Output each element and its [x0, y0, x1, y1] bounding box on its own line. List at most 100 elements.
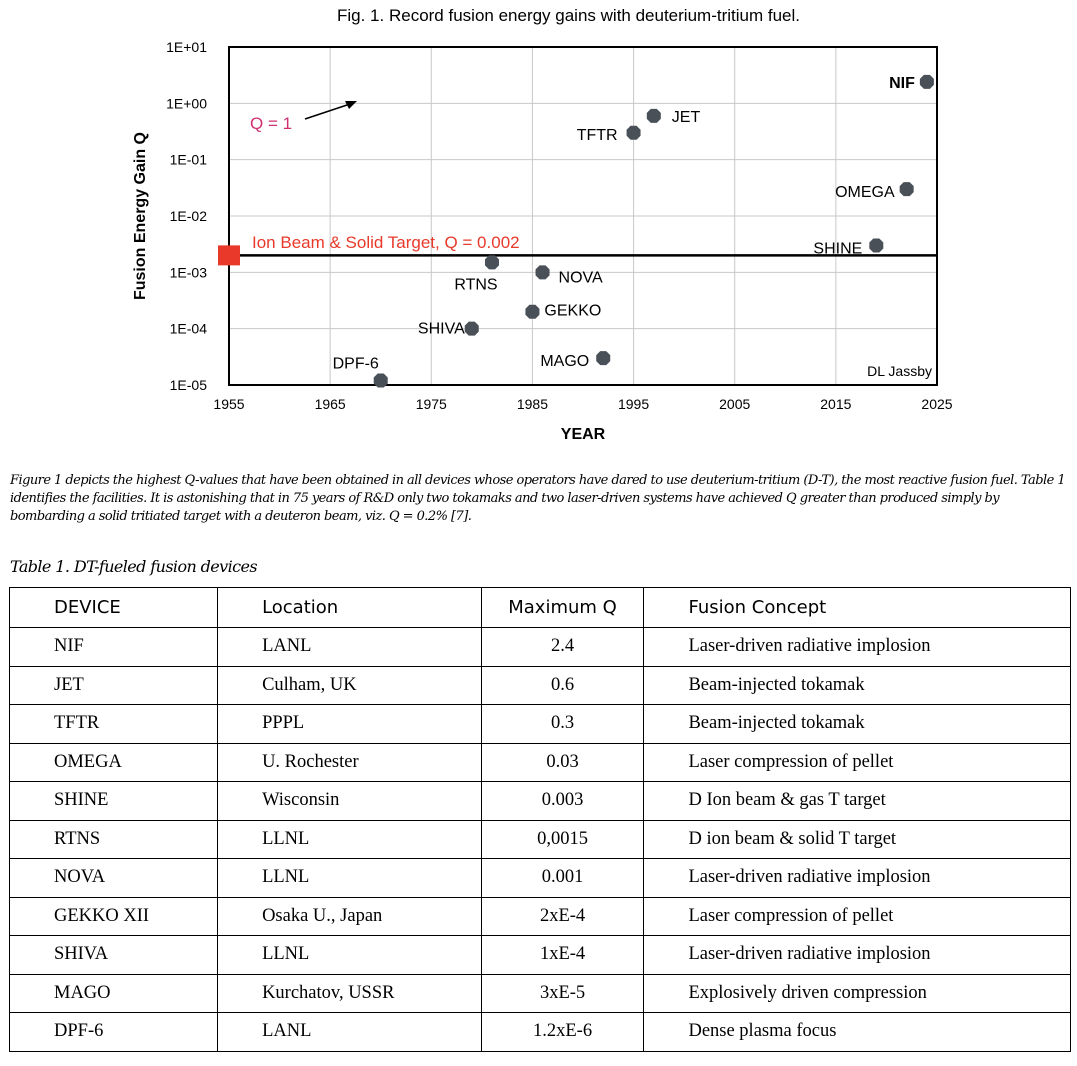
- table-row: MAGO Kurchatov, USSR 3xE-5 Explosively driv…: [8, 973, 1071, 1013]
- table-cell: Culham, UK: [217, 665, 482, 705]
- table-cell: 2.4: [480, 627, 645, 667]
- table-row: JET Culham, UK 0.6 Beam-injected tokamak: [8, 665, 1071, 705]
- data-point-tftr: [626, 125, 641, 140]
- table-cell: D ion beam & solid T target: [643, 819, 1071, 859]
- x-tick-label: 2025: [921, 396, 952, 412]
- data-point-nova: [535, 265, 550, 280]
- table-cell: D Ion beam & gas T target: [643, 781, 1071, 821]
- point-label: SHIVA: [418, 321, 465, 338]
- table-cell: RTNS: [8, 819, 219, 859]
- table-cell: GEKKO XII: [8, 896, 219, 936]
- x-tick-label: 1955: [213, 396, 244, 412]
- table-row: TFTR PPPL 0.3 Beam-injected tokamak: [8, 704, 1071, 744]
- column-header: Location: [217, 587, 482, 628]
- point-label: JET: [672, 109, 701, 126]
- table-row: SHINE Wisconsin 0.003 D Ion beam & gas T ta…: [8, 781, 1071, 821]
- point-label: RTNS: [454, 276, 497, 293]
- table-cell: SHIVA: [8, 935, 219, 975]
- data-point-shine: [869, 238, 884, 253]
- column-header: Maximum Q: [480, 587, 645, 628]
- data-point-jet: [646, 108, 661, 123]
- y-axis-label: Fusion Energy Gain Q: [132, 132, 149, 300]
- table-cell: Laser compression of pellet: [643, 896, 1071, 936]
- table-cell: Beam-injected tokamak: [643, 704, 1071, 744]
- data-point-mago: [596, 351, 611, 366]
- point-label: SHINE: [813, 240, 862, 257]
- data-point-shiva: [464, 321, 479, 336]
- point-label: TFTR: [577, 127, 618, 144]
- table-cell: LLNL: [217, 858, 482, 898]
- table-cell: 0.6: [480, 665, 645, 705]
- table-cell: PPPL: [217, 704, 482, 744]
- table-cell: DPF-6: [8, 1012, 219, 1052]
- table-row: GEKKO XII Osaka U., Japan 2xE-4 Laser compr…: [8, 896, 1071, 936]
- table-title: Table 1. DT-fueled fusion devices: [10, 557, 258, 576]
- table-cell: 2xE-4: [480, 896, 645, 936]
- table-row: NIF LANL 2.4 Laser-driven radiative implosi…: [8, 627, 1071, 667]
- figure-caption: Figure 1 depicts the highest Q-values th…: [10, 473, 1066, 524]
- table-cell: Laser-driven radiative implosion: [643, 935, 1071, 975]
- table-cell: 1xE-4: [480, 935, 645, 975]
- y-tick-label: 1E-03: [170, 264, 208, 280]
- table-cell: 0.3: [480, 704, 645, 744]
- point-label: DPF-6: [333, 356, 379, 373]
- table-cell: SHINE: [8, 781, 219, 821]
- q1-arrow: [304, 103, 351, 120]
- plot-frame: [228, 46, 938, 386]
- table-row: RTNS LLNL 0,0015 D ion beam & solid T targe…: [8, 819, 1071, 859]
- y-tick-label: 1E-05: [170, 377, 208, 393]
- table-cell: 1.2xE-6: [480, 1012, 645, 1052]
- x-tick-label: 1985: [517, 396, 548, 412]
- point-label: NOVA: [559, 269, 603, 286]
- point-label: MAGO: [540, 353, 589, 370]
- table-cell: Beam-injected tokamak: [643, 665, 1071, 705]
- table-cell: 3xE-5: [480, 973, 645, 1013]
- point-label: OMEGA: [835, 184, 895, 201]
- table-cell: Wisconsin: [217, 781, 482, 821]
- table-cell: 0.001: [480, 858, 645, 898]
- table-cell: U. Rochester: [217, 742, 482, 782]
- table-cell: LANL: [217, 1012, 482, 1052]
- data-point-gekko: [525, 304, 540, 319]
- table-cell: Laser-driven radiative implosion: [643, 858, 1071, 898]
- column-header: Fusion Concept: [643, 587, 1071, 628]
- y-tick-label: 1E+01: [166, 39, 207, 55]
- data-point-dpf-6: [373, 373, 388, 388]
- table-header-row: DEVICE Location Maximum Q Fusion Concept: [8, 587, 1071, 628]
- data-point-nif: [919, 74, 934, 89]
- point-label: NIF: [889, 75, 915, 92]
- q1-arrowhead: [345, 101, 357, 109]
- chart-credit: DL Jassby: [867, 363, 932, 379]
- data-point-rtns: [484, 255, 499, 270]
- table-cell: 0.03: [480, 742, 645, 782]
- table-cell: Laser compression of pellet: [643, 742, 1071, 782]
- y-tick-label: 1E-01: [170, 152, 208, 168]
- reference-line-label: Ion Beam & Solid Target, Q = 0.002: [252, 233, 520, 252]
- x-tick-label: 2015: [820, 396, 851, 412]
- x-tick-label: 1995: [618, 396, 649, 412]
- table-row: NOVA LLNL 0.001 Laser-driven radiative impl…: [8, 858, 1071, 898]
- point-label: GEKKO: [544, 303, 601, 320]
- table-cell: LLNL: [217, 935, 482, 975]
- x-tick-label: 1975: [416, 396, 447, 412]
- column-header: DEVICE: [8, 587, 219, 628]
- table-row: SHIVA LLNL 1xE-4 Laser-driven radiative imp…: [8, 935, 1071, 975]
- table-cell: Dense plasma focus: [643, 1012, 1071, 1052]
- fusion-gain-chart: 1955 1965 1975 1985 1995 2005 2015 2025 1E+01 1E+…: [132, 39, 953, 443]
- table-cell: LLNL: [217, 819, 482, 859]
- table-cell: LANL: [217, 627, 482, 667]
- q1-annotation: Q = 1: [250, 114, 292, 133]
- table-cell: 0,0015: [480, 819, 645, 859]
- table-cell: NOVA: [8, 858, 219, 898]
- x-tick-label: 2005: [719, 396, 750, 412]
- y-tick-label: 1E+00: [166, 95, 207, 111]
- table-cell: OMEGA: [8, 742, 219, 782]
- data-point-omega: [899, 182, 914, 197]
- x-tick-label: 1965: [315, 396, 346, 412]
- table-cell: Explosively driven compression: [643, 973, 1071, 1013]
- table-row: OMEGA U. Rochester 0.03 Laser compression o…: [8, 742, 1071, 782]
- y-tick-label: 1E-04: [170, 321, 208, 337]
- table-row: DPF-6 LANL 1.2xE-6 Dense plasma focus: [8, 1012, 1071, 1052]
- reference-marker: [218, 245, 240, 266]
- x-axis-label: YEAR: [561, 426, 606, 443]
